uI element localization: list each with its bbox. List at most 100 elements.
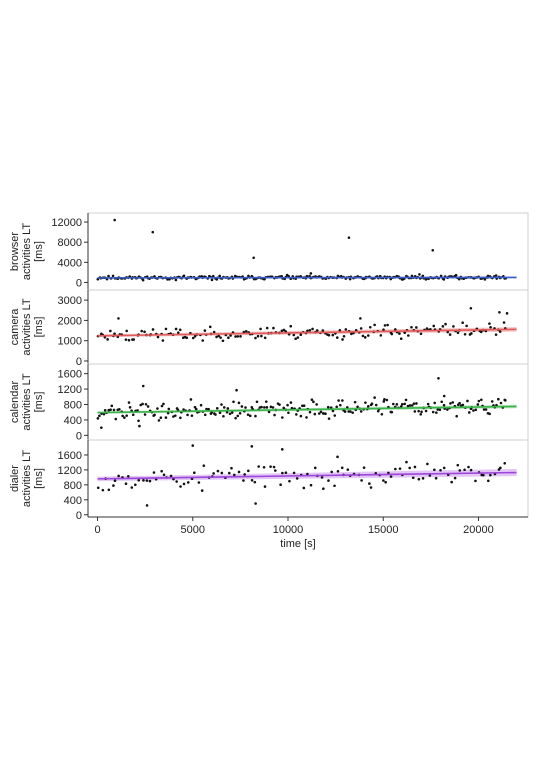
- data-point: [294, 337, 297, 341]
- data-point: [141, 402, 144, 406]
- data-point: [339, 403, 342, 407]
- data-point: [305, 416, 308, 419]
- panel-dialer: 0 400 800 1200 1600 dialeractivities LT[ms]: [9, 439, 529, 522]
- data-point: [438, 408, 442, 412]
- data-point: [109, 408, 112, 411]
- data-point: [494, 274, 498, 277]
- data-point: [244, 330, 248, 333]
- data-point: [271, 406, 275, 409]
- y-axis-label-line: [ms]: [33, 317, 45, 338]
- data-point: [407, 334, 410, 337]
- data-point: [279, 483, 282, 486]
- data-point: [243, 473, 246, 476]
- data-point: [330, 470, 334, 474]
- data-point: [237, 401, 241, 405]
- data-point: [486, 274, 490, 278]
- data-point: [400, 402, 404, 406]
- data-point: [327, 479, 330, 482]
- data-point: [319, 410, 323, 414]
- y-axis-label: cameraactivities LT[ms]: [9, 298, 45, 356]
- data-point: [374, 403, 378, 407]
- data-point: [373, 396, 376, 399]
- data-point: [162, 402, 165, 406]
- data-point: [353, 400, 357, 404]
- data-point: [175, 480, 178, 483]
- data-point: [315, 403, 318, 406]
- data-point: [344, 328, 348, 331]
- data-point: [448, 333, 452, 336]
- data-point: [359, 327, 363, 330]
- data-point: [234, 335, 237, 338]
- data-point: [229, 334, 232, 337]
- data-point: [269, 405, 273, 409]
- data-point: [280, 448, 284, 451]
- data-point: [145, 479, 149, 482]
- x-tick-label: 0: [94, 524, 100, 536]
- data-point: [477, 399, 481, 403]
- y-axis-label-line: activities LT: [21, 223, 33, 281]
- data-point: [451, 401, 455, 404]
- y-axis-label-line: [ms]: [33, 468, 45, 489]
- data-point: [463, 332, 467, 336]
- data-point: [415, 402, 418, 405]
- data-point: [240, 405, 244, 408]
- x-tick-label: 20000: [463, 524, 494, 536]
- data-point: [348, 277, 352, 281]
- y-axis-label-line: calendar: [9, 381, 21, 424]
- data-point: [359, 317, 362, 320]
- data-point: [306, 472, 309, 476]
- data-point: [244, 406, 247, 409]
- data-point: [226, 407, 230, 410]
- data-point: [282, 406, 286, 410]
- data-point: [382, 328, 385, 332]
- data-point: [484, 408, 488, 411]
- data-point: [490, 400, 494, 403]
- y-tick-label: 0: [76, 277, 82, 289]
- data-point: [456, 463, 460, 467]
- data-point: [174, 414, 177, 417]
- data-point: [394, 467, 397, 471]
- data-point: [498, 330, 502, 333]
- data-point: [437, 376, 440, 380]
- data-point: [341, 399, 344, 402]
- data-point: [499, 401, 503, 405]
- data-point: [210, 278, 214, 282]
- data-point: [202, 464, 206, 467]
- data-point: [222, 406, 226, 409]
- data-point: [182, 274, 186, 278]
- y-axis-label-line: [ms]: [33, 392, 45, 413]
- data-point: [442, 403, 446, 407]
- data-point: [497, 397, 500, 401]
- data-point: [128, 406, 132, 409]
- data-point: [442, 394, 446, 398]
- data-point: [446, 408, 449, 411]
- data-point: [138, 424, 141, 428]
- data-point: [434, 476, 438, 480]
- data-point: [502, 321, 506, 324]
- data-point: [176, 331, 180, 334]
- data-point: [164, 327, 168, 331]
- data-point: [390, 410, 394, 414]
- data-point: [398, 332, 401, 335]
- data-point: [349, 410, 352, 413]
- data-point: [504, 399, 507, 402]
- data-point: [336, 469, 340, 473]
- data-point: [273, 469, 277, 472]
- data-point: [454, 273, 458, 277]
- data-point: [376, 409, 380, 413]
- data-point: [299, 414, 303, 418]
- data-point: [351, 411, 354, 414]
- data-point: [345, 406, 349, 409]
- data-point: [313, 466, 317, 470]
- data-point: [479, 330, 483, 334]
- data-point: [489, 473, 492, 477]
- data-point: [191, 336, 195, 340]
- data-point: [208, 325, 212, 329]
- data-point: [476, 403, 480, 406]
- data-point: [418, 273, 421, 276]
- data-point: [102, 412, 106, 416]
- y-axis-label-line: browser: [9, 232, 21, 271]
- data-point: [148, 479, 152, 483]
- data-point: [136, 409, 139, 412]
